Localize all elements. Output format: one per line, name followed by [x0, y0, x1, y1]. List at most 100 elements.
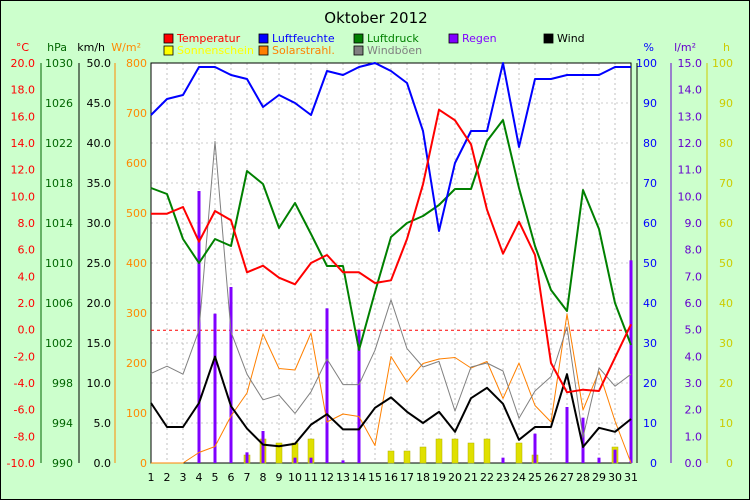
sunshine-tick-label: 10 [719, 417, 733, 430]
x-tick-label: 2 [164, 471, 171, 484]
x-tick-label: 4 [196, 471, 203, 484]
temperature-tick-label: -4.0 [14, 377, 35, 390]
wind-tick-label: 35.0 [87, 177, 112, 190]
rain-tick-label: 14.0 [678, 84, 703, 97]
sunshine-bar [387, 450, 395, 464]
legend-label: Windböen [367, 44, 422, 57]
legend-label: Temperatur [176, 32, 241, 45]
legend-label: Solarstrahl. [272, 44, 335, 57]
pressure-tick-label: 990 [52, 457, 73, 470]
sunshine-tick-label: 20 [719, 377, 733, 390]
luftdruck-line [150, 119, 632, 351]
sunshine-bar [275, 442, 283, 464]
sunshine-bar [451, 438, 459, 464]
legend-swatch [163, 45, 174, 56]
wind-tick-label: 0.0 [94, 457, 112, 470]
luftfeuchte-line [150, 62, 631, 232]
temperature-tick-label: -10.0 [7, 457, 35, 470]
rain-tick-label: 7.0 [685, 270, 703, 283]
pressure-tick-label: 1026 [45, 97, 73, 110]
temperature-tick-label: -8.0 [14, 430, 35, 443]
rain-bar [293, 457, 297, 463]
axes: 20.018.016.014.012.010.08.06.04.02.00.0-… [7, 41, 733, 484]
x-tick-label: 17 [400, 471, 414, 484]
wind-tick-label: 25.0 [87, 257, 112, 270]
legend-swatch [258, 33, 269, 44]
rain-bar [613, 449, 617, 463]
radiation-tick-label: 500 [126, 207, 147, 220]
temperature-tick-label: 4.0 [18, 270, 36, 283]
radiation-tick-label: 800 [126, 57, 147, 70]
radiation-tick-label: 0 [140, 457, 147, 470]
rain-bar [629, 260, 633, 463]
pressure-tick-label: 1002 [45, 337, 73, 350]
sunshine-tick-label: 60 [719, 217, 733, 230]
rain-unit-label: l/m² [674, 41, 696, 54]
radiation-tick-label: 400 [126, 257, 147, 270]
temperature-tick-label: 10.0 [11, 190, 36, 203]
windb-en-line [150, 140, 632, 438]
temperature-tick-label: 14.0 [11, 137, 36, 150]
legend: Temperatur Luftfeuchte Luftdruck Regen Wind S… [163, 32, 585, 57]
pressure-tick-label: 1006 [45, 297, 73, 310]
rain-bar [565, 407, 569, 463]
x-tick-label: 27 [560, 471, 574, 484]
temperature-tick-label: 16.0 [11, 110, 36, 123]
radiation-tick-label: 700 [126, 107, 147, 120]
x-tick-label: 12 [320, 471, 334, 484]
temperature-tick-label: 8.0 [18, 217, 36, 230]
rain-tick-label: 5.0 [685, 324, 703, 337]
rain-tick-label: 13.0 [678, 110, 703, 123]
rain-tick-label: 3.0 [685, 377, 703, 390]
legend-label: Regen [462, 32, 497, 45]
x-tick-label: 13 [336, 471, 350, 484]
rain-tick-label: 12.0 [678, 137, 703, 150]
humidity-tick-label: 30 [643, 337, 657, 350]
wind-tick-label: 20.0 [87, 297, 112, 310]
rain-tick-label: 15.0 [678, 57, 703, 70]
sunshine-bar [467, 442, 475, 464]
humidity-tick-label: 60 [643, 217, 657, 230]
x-tick-label: 11 [304, 471, 318, 484]
rain-tick-label: 1.0 [685, 430, 703, 443]
rain-bar [229, 287, 233, 463]
sunshine-bar [515, 442, 523, 464]
rain-bar [581, 417, 585, 463]
x-tick-label: 5 [212, 471, 219, 484]
pressure-unit-label: hPa [47, 41, 67, 54]
sunshine-bar [483, 438, 491, 464]
x-tick-label: 6 [228, 471, 235, 484]
rain-tick-label: 8.0 [685, 244, 703, 257]
temperature-tick-label: -2.0 [14, 350, 35, 363]
radiation-tick-label: 300 [126, 307, 147, 320]
rain-tick-label: 6.0 [685, 297, 703, 310]
radiation-unit-label: W/m² [111, 41, 141, 54]
x-tick-label: 8 [260, 471, 267, 484]
rain-bar [533, 433, 537, 463]
pressure-tick-label: 1022 [45, 137, 73, 150]
humidity-tick-label: 100 [636, 57, 657, 70]
wind-tick-label: 40.0 [87, 137, 112, 150]
humidity-tick-label: 20 [643, 377, 657, 390]
humidity-tick-label: 10 [643, 417, 657, 430]
rain-bar [261, 431, 265, 463]
humidity-unit-label: % [644, 41, 654, 54]
pressure-tick-label: 1030 [45, 57, 73, 70]
temperature-tick-label: -6.0 [14, 404, 35, 417]
humidity-tick-label: 80 [643, 137, 657, 150]
x-tick-label: 31 [624, 471, 638, 484]
humidity-tick-label: 40 [643, 297, 657, 310]
x-tick-label: 9 [276, 471, 283, 484]
wind-unit-label: km/h [77, 41, 105, 54]
wind-tick-label: 45.0 [87, 97, 112, 110]
humidity-tick-label: 0 [650, 457, 657, 470]
x-tick-label: 22 [480, 471, 494, 484]
radiation-tick-label: 600 [126, 157, 147, 170]
rain-bar [597, 457, 601, 463]
pressure-tick-label: 998 [52, 377, 73, 390]
wind-tick-label: 30.0 [87, 217, 112, 230]
legend-label: Luftfeuchte [272, 32, 335, 45]
rain-bar [325, 308, 329, 463]
wind-tick-label: 5.0 [94, 417, 112, 430]
